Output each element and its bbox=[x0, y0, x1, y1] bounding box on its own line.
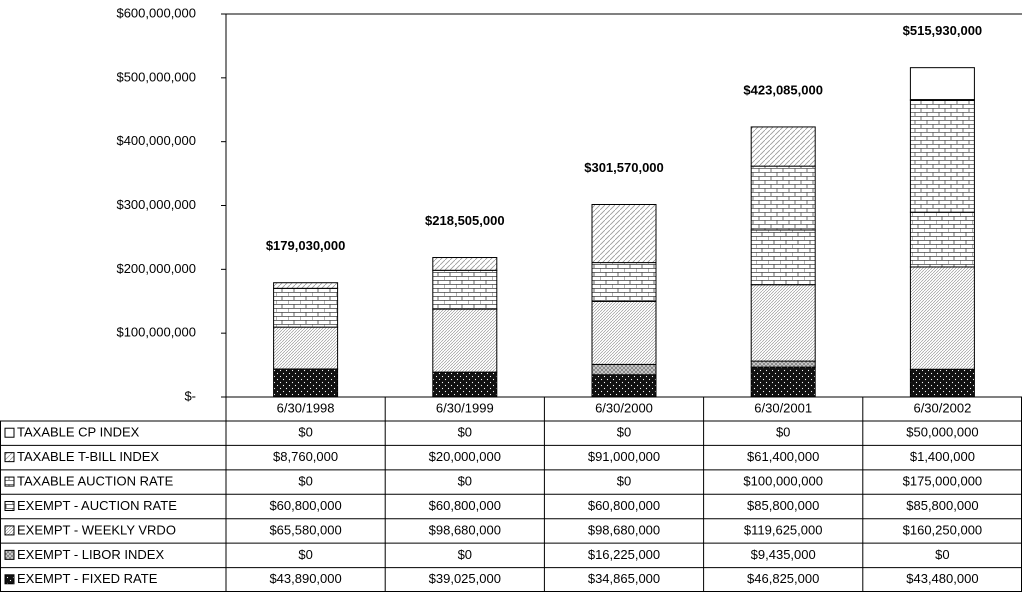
table-cell: $0 bbox=[935, 547, 949, 562]
table-cell: $8,760,000 bbox=[273, 449, 338, 464]
table-cell: $16,225,000 bbox=[588, 547, 660, 562]
bar-segment bbox=[591, 374, 657, 398]
table-cell: $43,890,000 bbox=[269, 571, 341, 586]
y-tick-label: $- bbox=[184, 388, 196, 403]
bar-segment bbox=[750, 360, 816, 368]
bar-segment bbox=[909, 368, 975, 398]
table-cell: $0 bbox=[617, 474, 631, 489]
table-cell: $0 bbox=[298, 474, 312, 489]
table-cell: $65,580,000 bbox=[269, 522, 341, 537]
table-cell: $34,865,000 bbox=[588, 571, 660, 586]
table-cell: $50,000,000 bbox=[906, 425, 978, 440]
table-cell: $160,250,000 bbox=[903, 522, 983, 537]
table-cell: $60,800,000 bbox=[269, 498, 341, 513]
bar-segment bbox=[909, 266, 975, 370]
legend-swatch bbox=[4, 525, 15, 536]
bar-segment bbox=[750, 165, 816, 231]
bar-segment bbox=[273, 326, 339, 370]
table-cell: $0 bbox=[776, 425, 790, 440]
bar-segment bbox=[591, 262, 657, 302]
table-cell: $98,680,000 bbox=[429, 522, 501, 537]
table-cell: $0 bbox=[458, 425, 472, 440]
table-cell: $43,480,000 bbox=[906, 571, 978, 586]
legend-label: EXEMPT - FIXED RATE bbox=[17, 571, 158, 586]
y-tick-label: $100,000,000 bbox=[116, 325, 196, 340]
table-cell: $60,800,000 bbox=[588, 498, 660, 513]
table-cell: $46,825,000 bbox=[747, 571, 819, 586]
legend-label: EXEMPT - LIBOR INDEX bbox=[17, 547, 164, 562]
bar-segment bbox=[591, 203, 657, 264]
bar-segment bbox=[432, 269, 498, 310]
table-cell: $61,400,000 bbox=[747, 449, 819, 464]
x-tick-label: 6/30/1999 bbox=[436, 400, 494, 415]
total-label: $218,505,000 bbox=[425, 213, 505, 228]
legend-label: EXEMPT - AUCTION RATE bbox=[17, 498, 177, 513]
legend-label: TAXABLE T-BILL INDEX bbox=[17, 449, 159, 464]
table-cell: $1,400,000 bbox=[910, 449, 975, 464]
legend-label: TAXABLE AUCTION RATE bbox=[17, 474, 174, 489]
legend-swatch bbox=[4, 574, 15, 585]
table-cell: $0 bbox=[298, 547, 312, 562]
bar-segment bbox=[750, 284, 816, 362]
table-cell: $0 bbox=[617, 425, 631, 440]
legend-swatch bbox=[4, 452, 15, 463]
bar-segment bbox=[273, 287, 339, 328]
bar-segment bbox=[909, 99, 975, 213]
legend-label: TAXABLE CP INDEX bbox=[17, 425, 140, 440]
bar-segment bbox=[750, 126, 816, 167]
table-cell: $0 bbox=[298, 425, 312, 440]
total-label: $423,085,000 bbox=[743, 82, 823, 97]
total-label: $515,930,000 bbox=[903, 23, 983, 38]
bar-segment bbox=[432, 371, 498, 398]
table-cell: $20,000,000 bbox=[429, 449, 501, 464]
table-cell: $100,000,000 bbox=[743, 474, 823, 489]
bar-segment bbox=[909, 211, 975, 268]
bar-segment bbox=[591, 363, 657, 376]
y-tick-label: $400,000,000 bbox=[116, 133, 196, 148]
x-tick-label: 6/30/2000 bbox=[595, 400, 653, 415]
table-cell: $98,680,000 bbox=[588, 522, 660, 537]
table-cell: $85,800,000 bbox=[906, 498, 978, 513]
table-cell: $175,000,000 bbox=[903, 474, 983, 489]
x-tick-label: 6/30/2002 bbox=[913, 400, 971, 415]
table-cell: $0 bbox=[458, 474, 472, 489]
table-cell: $60,800,000 bbox=[429, 498, 501, 513]
bar-segment bbox=[432, 257, 498, 271]
legend-swatch bbox=[4, 501, 15, 511]
table-cell: $91,000,000 bbox=[588, 449, 660, 464]
legend-label: EXEMPT - WEEKLY VRDO bbox=[17, 522, 176, 537]
bar-segment bbox=[750, 366, 816, 398]
bar-segment bbox=[273, 368, 339, 398]
total-label: $301,570,000 bbox=[584, 160, 664, 175]
table-cell: $0 bbox=[458, 547, 472, 562]
table-cell: $119,625,000 bbox=[744, 522, 823, 537]
x-tick-label: 6/30/2001 bbox=[754, 400, 812, 415]
bar-segment bbox=[591, 300, 657, 365]
legend-swatch bbox=[4, 549, 15, 560]
table-cell: $85,800,000 bbox=[747, 498, 819, 513]
y-tick-label: $300,000,000 bbox=[116, 197, 196, 212]
y-tick-label: $500,000,000 bbox=[116, 69, 196, 84]
table-cell: $39,025,000 bbox=[429, 571, 501, 586]
bar-segment bbox=[432, 308, 498, 373]
y-tick-label: $200,000,000 bbox=[116, 261, 196, 276]
y-tick-label: $600,000,000 bbox=[116, 5, 196, 20]
total-label: $179,030,000 bbox=[266, 238, 346, 253]
bar-segment bbox=[909, 67, 975, 101]
bar-segment bbox=[273, 282, 339, 289]
bar-segment bbox=[750, 229, 816, 286]
legend-swatch bbox=[4, 476, 15, 487]
legend-swatch bbox=[4, 427, 15, 438]
x-tick-label: 6/30/1998 bbox=[277, 400, 335, 415]
table-cell: $9,435,000 bbox=[751, 547, 816, 562]
